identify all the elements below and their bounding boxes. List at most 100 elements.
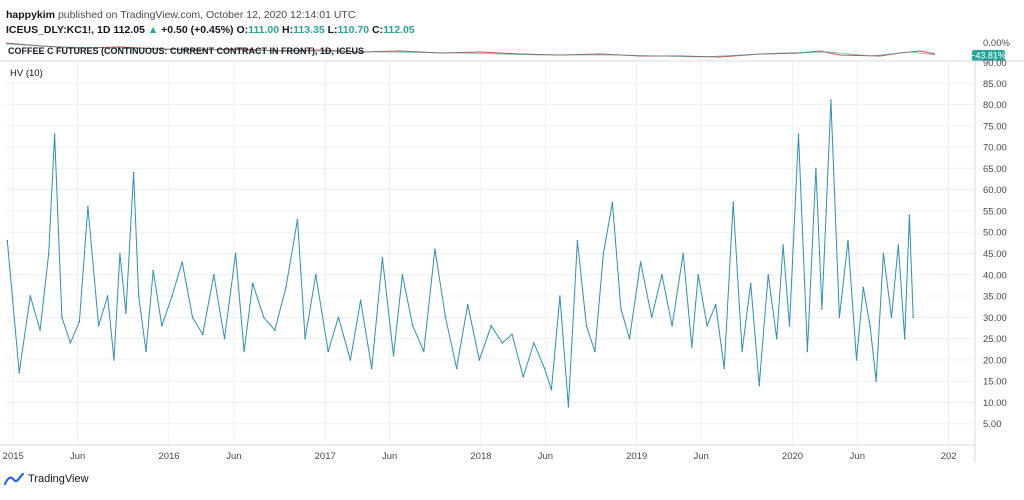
hv-data-point bbox=[191, 316, 194, 319]
hv-data-point bbox=[847, 239, 849, 242]
hv-data-point bbox=[337, 316, 340, 319]
hv-data-point bbox=[296, 218, 299, 221]
author-name[interactable]: happykim bbox=[6, 9, 56, 21]
x-tick-label: 2018 bbox=[470, 451, 491, 462]
y-axis[interactable]: 5.00 10.00 15.00 20.00 25.00 30.00 35.00 40.00 4… bbox=[983, 79, 1007, 430]
hv-data-point bbox=[401, 274, 404, 276]
hv-data-point bbox=[628, 337, 631, 340]
hv-data-point bbox=[213, 274, 215, 276]
hv-data-point bbox=[423, 350, 425, 353]
hv-data-point bbox=[61, 316, 63, 319]
hv-data-point bbox=[821, 308, 823, 310]
symbol-info: ICEUS_DLY:KC1!, 1D 112.05 ▲ +0.50 (+0.45… bbox=[6, 24, 415, 36]
hv-data-point bbox=[444, 316, 447, 319]
hv-data-point bbox=[274, 329, 276, 331]
hv-data-point bbox=[315, 274, 317, 276]
open-value: 111.00 bbox=[248, 24, 280, 36]
hv-data-point bbox=[113, 359, 115, 361]
hv-data-point bbox=[181, 261, 183, 263]
tradingview-logo[interactable]: TradingView bbox=[4, 472, 89, 486]
hv-data-point bbox=[706, 325, 708, 327]
x-tick-label: 2015 bbox=[3, 451, 24, 462]
hv-data-point bbox=[145, 350, 147, 353]
hv-series-line bbox=[6, 99, 914, 408]
change-badge bbox=[972, 50, 1005, 61]
hv-data-point bbox=[602, 252, 605, 255]
hv-data-point bbox=[349, 359, 352, 361]
hv-data-point bbox=[18, 371, 21, 374]
hv-data-point bbox=[6, 239, 9, 242]
y-tick-label: 60.00 bbox=[983, 185, 1007, 196]
hv-data-point bbox=[171, 295, 173, 297]
grid-layer bbox=[6, 62, 975, 445]
y-tick-label: 85.00 bbox=[983, 79, 1007, 90]
hv-data-point bbox=[661, 274, 663, 276]
hv-data-point bbox=[550, 388, 553, 391]
hv-data-point bbox=[478, 359, 481, 361]
hv-data-point bbox=[125, 312, 127, 314]
hv-data-point bbox=[106, 295, 109, 297]
hv-data-point bbox=[576, 239, 579, 242]
high-value: 113.35 bbox=[293, 24, 325, 36]
hv-data-point bbox=[490, 325, 493, 327]
hv-data-point bbox=[132, 171, 135, 174]
hv-data-point bbox=[152, 269, 154, 272]
hv-data-point bbox=[838, 316, 841, 319]
hv-data-point bbox=[559, 295, 561, 297]
hv-data-point bbox=[87, 205, 89, 208]
price-change: +0.50 (+0.45%) bbox=[161, 24, 234, 36]
hv-data-point bbox=[620, 308, 622, 310]
x-tick-label: Jun bbox=[70, 451, 85, 462]
price-pane-bg bbox=[6, 38, 970, 60]
price-line-green bbox=[5, 43, 936, 58]
hv-data-point bbox=[53, 133, 56, 136]
hv-data-point bbox=[137, 295, 140, 297]
x-tick-label: 2020 bbox=[782, 451, 803, 462]
close-label: C: bbox=[372, 24, 384, 36]
hv-data-point bbox=[262, 316, 265, 319]
x-tick-label: Jun bbox=[382, 451, 397, 462]
hv-pane[interactable]: 90.00 5.00 10.00 15.00 20.00 25.00 30.00 35.00… bbox=[3, 58, 1007, 462]
tradingview-logo-icon bbox=[4, 472, 24, 486]
hv-data-point bbox=[594, 350, 596, 353]
hv-data-point bbox=[825, 210, 827, 212]
hv-data-point bbox=[767, 274, 769, 276]
hv-data-point bbox=[639, 261, 642, 263]
hv-data-point bbox=[39, 329, 41, 331]
x-axis[interactable]: 2015 Jun 2016 Jun 2017 Jun 2018 Jun 2019 Jun 2020 J… bbox=[3, 451, 957, 462]
hv-data-point bbox=[466, 303, 469, 306]
close-value: 112.05 bbox=[383, 24, 415, 36]
hv-data-point bbox=[585, 325, 588, 327]
symbol-name[interactable]: ICEUS_DLY:KC1!, 1D bbox=[6, 24, 111, 36]
x-tick-label: 2019 bbox=[626, 451, 647, 462]
hv-data-point bbox=[97, 325, 100, 327]
hv-data-point bbox=[862, 286, 865, 289]
hv-data-point bbox=[243, 350, 245, 353]
hv-data-point bbox=[749, 282, 752, 285]
x-tick-label: 2016 bbox=[158, 451, 179, 462]
hv-data-point bbox=[611, 201, 614, 204]
x-tick-label: Jun bbox=[850, 451, 865, 462]
x-tick-label: Jun bbox=[693, 451, 708, 462]
x-tick-label: Jun bbox=[226, 451, 241, 462]
hv-data-point bbox=[234, 252, 237, 255]
hv-data-point bbox=[782, 244, 784, 246]
hv-data-point bbox=[830, 99, 832, 102]
hv-data-point bbox=[671, 325, 673, 327]
hv-data-point bbox=[327, 350, 330, 353]
price-scale-label: 0.00% bbox=[983, 38, 1010, 49]
price-pane[interactable]: COFFEE C FUTURES (CONTINUOUS: CURRENT CO… bbox=[5, 38, 1010, 61]
hv-data-point bbox=[697, 274, 699, 276]
y-tick-label: 70.00 bbox=[983, 143, 1007, 154]
open-label: O: bbox=[236, 24, 249, 36]
hv-data-point bbox=[855, 359, 858, 361]
y-tick-label: 30.00 bbox=[983, 313, 1007, 324]
hv-data-point bbox=[251, 282, 254, 285]
y-tick-label: 55.00 bbox=[983, 206, 1007, 217]
x-tick-label: Jun bbox=[538, 451, 553, 462]
hv-data-point bbox=[691, 346, 693, 348]
hv-data-point bbox=[741, 350, 743, 353]
hv-data-point bbox=[806, 350, 809, 353]
tradingview-logo-text: TradingView bbox=[28, 473, 89, 485]
